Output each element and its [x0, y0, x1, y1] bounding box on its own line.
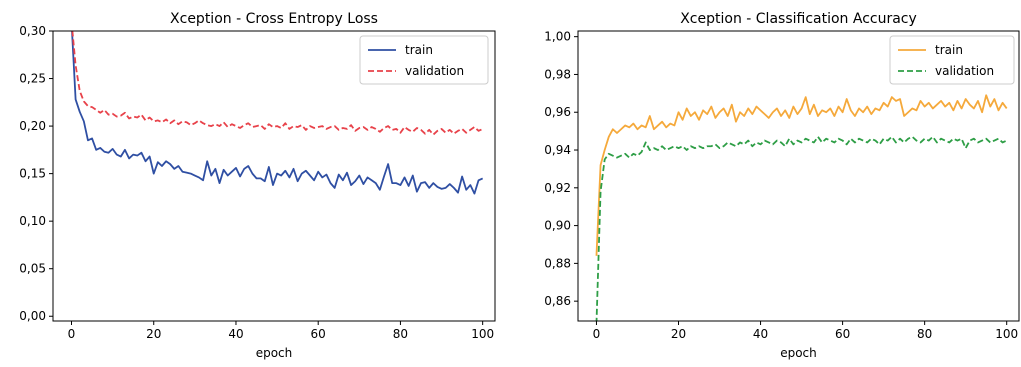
x-tick-label: 40	[753, 327, 768, 341]
legend-box	[889, 35, 1015, 85]
y-tick-label: 0,94	[544, 143, 571, 157]
y-tick-label: 1,00	[544, 30, 571, 44]
x-tick-label: 20	[671, 327, 686, 341]
chart-cross-entropy-loss: Xception - Cross Entropy Loss 0,00 0,05 0,1…	[19, 11, 496, 360]
y-tick-label: 0,15	[19, 167, 46, 181]
y-tick-label: 0,10	[19, 214, 46, 228]
y-tick-label: 0,25	[19, 72, 46, 86]
y-tick-label: 0,92	[544, 181, 571, 195]
plot-frame	[52, 30, 496, 322]
legend-label-train: train	[935, 43, 963, 57]
x-tick-label: 100	[471, 327, 494, 341]
legend-label-train: train	[405, 43, 433, 57]
legend-label-validation: validation	[405, 64, 464, 78]
legend-label-validation: validation	[935, 64, 994, 78]
x-axis-label: epoch	[256, 346, 293, 360]
x-tick-label: 60	[311, 327, 326, 341]
x-tick-label: 0	[68, 327, 76, 341]
x-tick-label: 100	[995, 327, 1018, 341]
x-axis-label: epoch	[780, 346, 817, 360]
y-tick-label: 0,20	[19, 119, 46, 133]
series-line-validation	[71, 31, 484, 136]
series-line-train	[595, 94, 1008, 256]
chart-title: Xception - Classification Accuracy	[680, 11, 917, 27]
y-tick-label: 0,05	[19, 262, 46, 276]
x-tick-label: 60	[835, 327, 850, 341]
legend: train validation	[359, 35, 489, 85]
legend: train validation	[889, 35, 1015, 85]
x-tick-label: 0	[593, 327, 601, 341]
y-tick-label: 0,98	[544, 67, 571, 81]
y-tick-label: 0,90	[544, 219, 571, 233]
y-tick-label: 0,86	[544, 294, 571, 308]
y-tick-label: 0,30	[19, 24, 46, 38]
x-tick-label: 80	[917, 327, 932, 341]
x-tick-label: 40	[228, 327, 243, 341]
y-tick-label: 0,96	[544, 105, 571, 119]
chart-title: Xception - Cross Entropy Loss	[170, 11, 378, 27]
x-tick-label: 20	[146, 327, 161, 341]
x-tick-label: 80	[393, 327, 408, 341]
plot-frame	[577, 30, 1020, 322]
series-line-train	[71, 31, 484, 195]
y-tick-label: 0,00	[19, 309, 46, 323]
legend-box	[359, 35, 489, 85]
y-tick-label: 0,88	[544, 256, 571, 270]
series-line-validation	[595, 135, 1008, 321]
chart-classification-accuracy: Xception - Classification Accuracy 0,86 0,…	[544, 11, 1020, 360]
